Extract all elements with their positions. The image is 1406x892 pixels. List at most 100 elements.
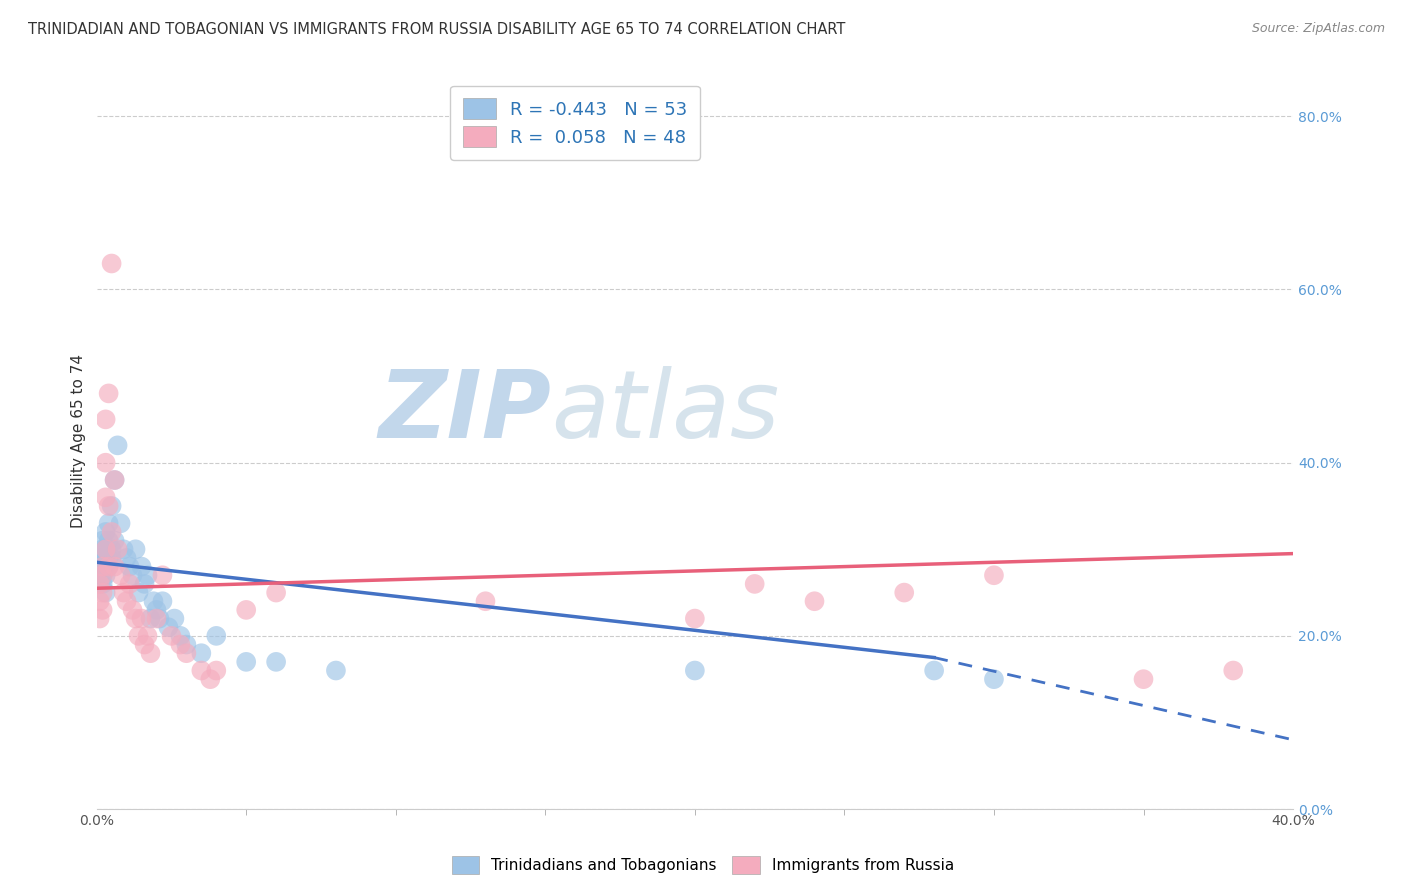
Point xyxy=(91,603,114,617)
Legend: Trinidadians and Tobagonians, Immigrants from Russia: Trinidadians and Tobagonians, Immigrants… xyxy=(446,850,960,880)
Point xyxy=(94,412,117,426)
Point xyxy=(91,568,114,582)
Point xyxy=(97,550,120,565)
Point xyxy=(94,550,117,565)
Point xyxy=(115,594,138,608)
Point xyxy=(145,611,167,625)
Point xyxy=(89,594,111,608)
Point xyxy=(983,672,1005,686)
Point xyxy=(744,577,766,591)
Point xyxy=(124,611,146,625)
Point xyxy=(131,611,153,625)
Point xyxy=(97,516,120,531)
Point xyxy=(136,568,159,582)
Point xyxy=(131,559,153,574)
Point xyxy=(264,585,287,599)
Point xyxy=(474,594,496,608)
Point xyxy=(176,638,198,652)
Point xyxy=(104,473,127,487)
Point xyxy=(176,646,198,660)
Point xyxy=(235,603,257,617)
Point xyxy=(110,568,132,582)
Point xyxy=(139,646,162,660)
Point xyxy=(115,550,138,565)
Y-axis label: Disability Age 65 to 74: Disability Age 65 to 74 xyxy=(72,354,86,528)
Point xyxy=(100,524,122,539)
Point xyxy=(97,533,120,548)
Point xyxy=(97,499,120,513)
Point xyxy=(152,594,174,608)
Point xyxy=(124,542,146,557)
Point xyxy=(91,577,114,591)
Point xyxy=(157,620,180,634)
Legend: R = -0.443   N = 53, R =  0.058   N = 48: R = -0.443 N = 53, R = 0.058 N = 48 xyxy=(450,86,700,160)
Text: Source: ZipAtlas.com: Source: ZipAtlas.com xyxy=(1251,22,1385,36)
Point xyxy=(100,256,122,270)
Point xyxy=(121,603,143,617)
Text: TRINIDADIAN AND TOBAGONIAN VS IMMIGRANTS FROM RUSSIA DISABILITY AGE 65 TO 74 COR: TRINIDADIAN AND TOBAGONIAN VS IMMIGRANTS… xyxy=(28,22,845,37)
Point xyxy=(94,456,117,470)
Point xyxy=(107,438,129,452)
Point xyxy=(121,568,143,582)
Text: atlas: atlas xyxy=(551,366,779,457)
Point xyxy=(89,550,111,565)
Point xyxy=(94,542,117,557)
Point xyxy=(190,664,212,678)
Point xyxy=(97,386,120,401)
Point xyxy=(200,672,222,686)
Point xyxy=(683,611,706,625)
Point xyxy=(922,664,945,678)
Point xyxy=(100,499,122,513)
Point xyxy=(91,585,114,599)
Point xyxy=(118,577,141,591)
Point xyxy=(142,594,165,608)
Point xyxy=(145,603,167,617)
Point xyxy=(100,542,122,557)
Point xyxy=(91,533,114,548)
Text: ZIP: ZIP xyxy=(378,366,551,458)
Point xyxy=(148,611,170,625)
Point xyxy=(91,559,114,574)
Point xyxy=(94,542,117,557)
Point xyxy=(803,594,825,608)
Point xyxy=(89,577,111,591)
Point xyxy=(94,524,117,539)
Point xyxy=(264,655,287,669)
Point xyxy=(112,585,135,599)
Point xyxy=(205,664,228,678)
Point xyxy=(94,559,117,574)
Point xyxy=(983,568,1005,582)
Point xyxy=(89,611,111,625)
Point xyxy=(134,638,156,652)
Point xyxy=(91,559,114,574)
Point xyxy=(190,646,212,660)
Point xyxy=(169,638,191,652)
Point xyxy=(104,473,127,487)
Point xyxy=(89,577,111,591)
Point xyxy=(112,542,135,557)
Point xyxy=(104,559,127,574)
Point xyxy=(104,533,127,548)
Point xyxy=(94,568,117,582)
Point xyxy=(128,585,150,599)
Point xyxy=(235,655,257,669)
Point xyxy=(169,629,191,643)
Point xyxy=(134,577,156,591)
Point xyxy=(163,611,186,625)
Point xyxy=(160,629,183,643)
Point xyxy=(89,559,111,574)
Point xyxy=(91,568,114,582)
Point xyxy=(100,550,122,565)
Point xyxy=(110,516,132,531)
Point xyxy=(128,629,150,643)
Point xyxy=(139,611,162,625)
Point xyxy=(1132,672,1154,686)
Point xyxy=(136,629,159,643)
Point xyxy=(107,542,129,557)
Point xyxy=(91,550,114,565)
Point xyxy=(683,664,706,678)
Point xyxy=(1222,664,1244,678)
Point xyxy=(91,542,114,557)
Point xyxy=(89,568,111,582)
Point xyxy=(97,559,120,574)
